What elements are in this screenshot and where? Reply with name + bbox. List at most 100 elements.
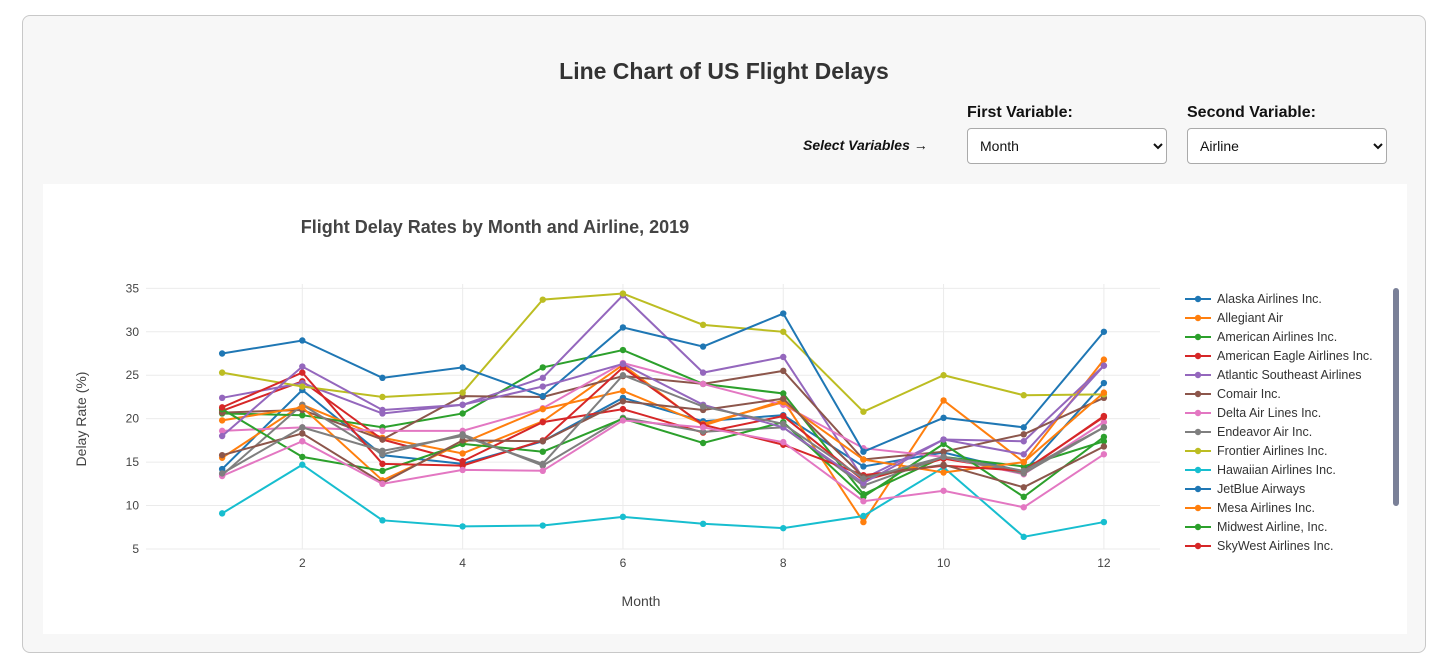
first-variable-select[interactable]: Month	[967, 128, 1167, 164]
data-point[interactable]	[539, 383, 546, 390]
data-point[interactable]	[299, 461, 306, 468]
data-point[interactable]	[459, 523, 466, 530]
data-point[interactable]	[1020, 484, 1027, 491]
data-point[interactable]	[1100, 418, 1108, 426]
data-point[interactable]	[299, 404, 306, 411]
data-point[interactable]	[780, 438, 787, 446]
data-point[interactable]	[619, 324, 627, 331]
data-point[interactable]	[619, 405, 627, 413]
data-point[interactable]	[699, 403, 707, 410]
data-point[interactable]	[218, 369, 226, 376]
data-point[interactable]	[860, 463, 867, 470]
data-point[interactable]	[780, 524, 787, 532]
series-9[interactable]	[218, 461, 1108, 541]
data-point[interactable]	[1100, 451, 1108, 458]
data-point[interactable]	[1020, 467, 1027, 475]
data-point[interactable]	[780, 310, 787, 317]
legend-item[interactable]: Comair Inc.	[1183, 384, 1281, 403]
data-point[interactable]	[619, 398, 627, 405]
series-line[interactable]	[221, 293, 1105, 480]
series-line[interactable]	[221, 362, 1105, 485]
second-variable-select[interactable]: Airline	[1187, 128, 1387, 164]
data-point[interactable]	[539, 467, 546, 475]
legend-item[interactable]: SkyWest Airlines Inc.	[1183, 536, 1333, 555]
series-14[interactable]	[218, 360, 1108, 487]
legend-item[interactable]: Delta Air Lines Inc.	[1183, 403, 1321, 422]
data-point[interactable]	[299, 430, 306, 437]
data-point[interactable]	[780, 395, 787, 402]
data-point[interactable]	[1020, 504, 1027, 511]
data-point[interactable]	[539, 364, 546, 371]
data-point[interactable]	[459, 389, 466, 396]
series-10[interactable]	[218, 310, 1108, 455]
data-point[interactable]	[619, 360, 627, 368]
data-point[interactable]	[379, 480, 386, 488]
data-point[interactable]	[780, 412, 787, 420]
data-point[interactable]	[780, 353, 787, 361]
data-point[interactable]	[940, 397, 947, 404]
series-17[interactable]	[218, 372, 1108, 482]
data-point[interactable]	[860, 512, 867, 520]
data-point[interactable]	[860, 456, 867, 463]
data-point[interactable]	[940, 372, 947, 379]
data-point[interactable]	[1100, 328, 1108, 335]
data-point[interactable]	[459, 432, 466, 440]
data-point[interactable]	[619, 346, 627, 354]
data-point[interactable]	[780, 367, 787, 375]
data-point[interactable]	[619, 387, 627, 395]
data-point[interactable]	[379, 517, 386, 524]
data-point[interactable]	[1100, 518, 1108, 526]
data-point[interactable]	[1100, 443, 1108, 450]
data-point[interactable]	[1020, 451, 1027, 458]
series-line[interactable]	[221, 397, 1105, 489]
data-point[interactable]	[299, 337, 306, 344]
data-point[interactable]	[379, 447, 386, 455]
legend-item[interactable]: Alaska Airlines Inc.	[1183, 289, 1322, 308]
series-line[interactable]	[221, 312, 1105, 453]
legend-item[interactable]: JetBlue Airways	[1183, 479, 1305, 498]
data-point[interactable]	[459, 401, 466, 408]
data-point[interactable]	[940, 436, 947, 443]
legend-item[interactable]: Midwest Airline, Inc.	[1183, 517, 1327, 536]
data-point[interactable]	[1020, 392, 1027, 399]
data-point[interactable]	[218, 432, 226, 440]
data-point[interactable]	[940, 469, 947, 476]
data-point[interactable]	[379, 374, 386, 382]
data-point[interactable]	[699, 321, 707, 329]
data-point[interactable]	[860, 475, 867, 482]
data-point[interactable]	[619, 513, 627, 521]
data-point[interactable]	[299, 411, 306, 419]
data-point[interactable]	[699, 520, 707, 528]
data-point[interactable]	[780, 420, 787, 428]
series-line[interactable]	[221, 292, 1104, 413]
data-point[interactable]	[699, 424, 707, 431]
data-point[interactable]	[299, 383, 306, 390]
data-point[interactable]	[1100, 424, 1108, 431]
data-point[interactable]	[539, 405, 546, 413]
data-point[interactable]	[1100, 389, 1108, 396]
data-point[interactable]	[1100, 413, 1108, 421]
data-point[interactable]	[218, 451, 226, 459]
legend-item[interactable]: American Eagle Airlines Inc.	[1183, 346, 1373, 365]
data-point[interactable]	[940, 461, 947, 468]
data-point[interactable]	[539, 296, 546, 303]
data-point[interactable]	[299, 424, 306, 431]
legend-scrollbar[interactable]	[1393, 288, 1399, 506]
data-point[interactable]	[539, 460, 546, 468]
data-point[interactable]	[860, 408, 867, 415]
data-point[interactable]	[539, 448, 546, 455]
data-point[interactable]	[299, 369, 306, 376]
data-point[interactable]	[539, 522, 546, 529]
chart-legend[interactable]: Alaska Airlines Inc. Allegiant Air America…	[1183, 288, 1403, 568]
data-point[interactable]	[619, 372, 627, 379]
data-point[interactable]	[699, 369, 707, 376]
data-point[interactable]	[459, 450, 466, 457]
series-line[interactable]	[221, 408, 1105, 499]
legend-item[interactable]: Hawaiian Airlines Inc.	[1183, 460, 1336, 479]
series-line[interactable]	[221, 382, 1105, 473]
data-point[interactable]	[459, 466, 466, 474]
data-point[interactable]	[379, 427, 386, 435]
series-12[interactable]	[218, 405, 1108, 501]
legend-item[interactable]: Frontier Airlines Inc.	[1183, 441, 1327, 460]
legend-item[interactable]: American Airlines Inc.	[1183, 327, 1337, 346]
